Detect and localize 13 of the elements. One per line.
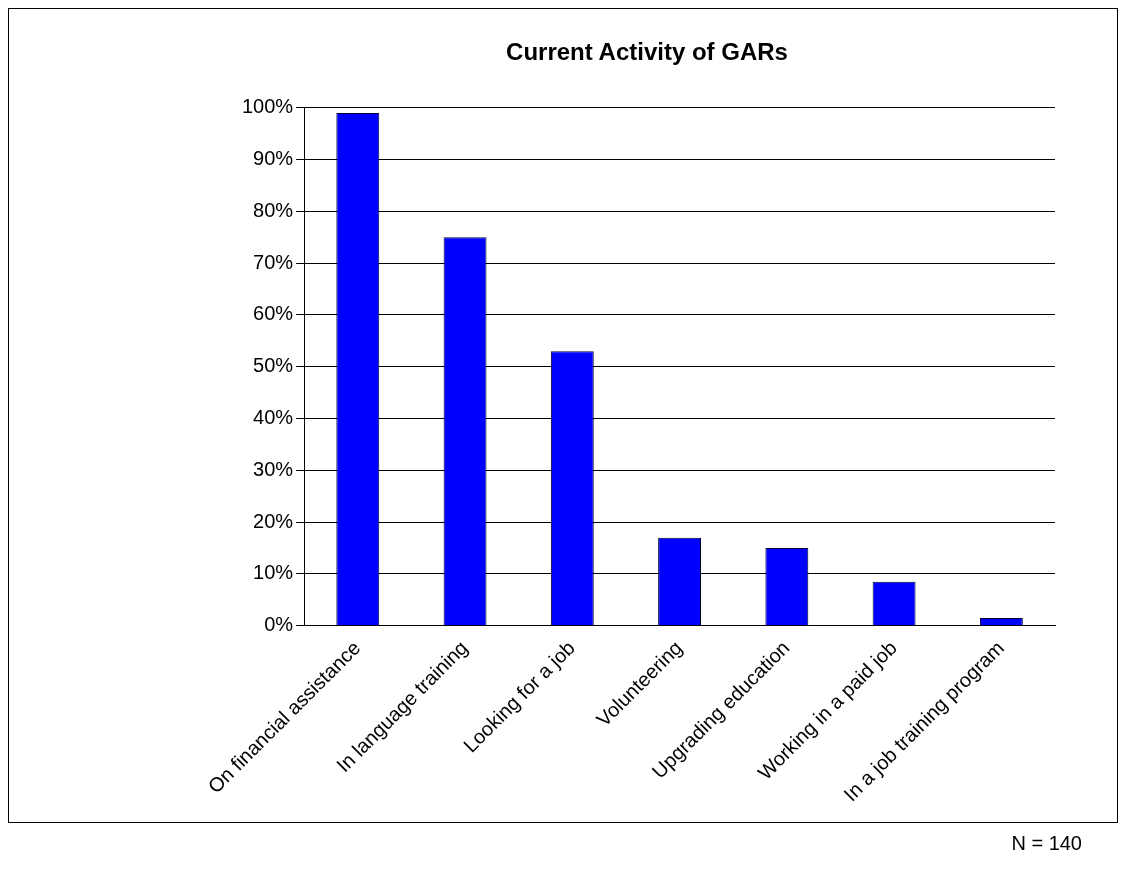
- text: N = 140: [1011, 832, 1082, 855]
- y-tick-label: 100%: [242, 95, 294, 118]
- chart-title: Current Activity of GARs: [506, 38, 788, 66]
- y-tick-label: 30%: [253, 457, 294, 480]
- y-tick-label: 20%: [253, 509, 294, 532]
- y-tick-label: 80%: [253, 198, 294, 221]
- y-tick-label: 40%: [253, 406, 294, 429]
- y-tick-label: 50%: [253, 354, 294, 377]
- y-tick-label: 0%: [264, 613, 294, 636]
- y-tick-label: 10%: [253, 561, 294, 584]
- y-tick-label: 90%: [253, 147, 294, 170]
- y-tick-label: 60%: [253, 302, 294, 325]
- y-tick-label: 70%: [253, 250, 294, 273]
